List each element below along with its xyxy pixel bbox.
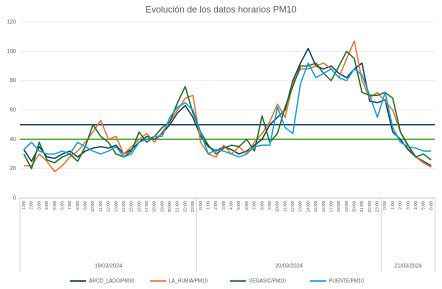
x-tick-label: 8:00 bbox=[259, 201, 264, 210]
x-tick-label: 21:00 bbox=[359, 201, 364, 213]
y-tick-label: 20 bbox=[10, 166, 16, 172]
x-tick-label: 23:00 bbox=[375, 201, 380, 213]
x-tick-label: 6:00 bbox=[59, 201, 64, 210]
x-tick-label: 18:00 bbox=[336, 201, 341, 213]
x-tick-label: 16:00 bbox=[321, 201, 326, 213]
x-tick-label: 0:00 bbox=[198, 201, 203, 210]
x-tick-label: 0:00 bbox=[382, 201, 387, 210]
x-tick-label: 22:00 bbox=[182, 201, 187, 213]
group-label: 21/03/2024 bbox=[394, 263, 422, 269]
series-line bbox=[23, 47, 432, 167]
x-tick-label: 1:00 bbox=[21, 201, 26, 210]
series-line bbox=[23, 62, 432, 158]
x-tick-label: 15:00 bbox=[129, 201, 134, 213]
x-tick-label: 9:00 bbox=[83, 201, 88, 210]
x-tick-label: 7:00 bbox=[252, 201, 257, 210]
x-tick-label: 11:00 bbox=[282, 201, 287, 212]
legend-label: VEGASIC/PM10 bbox=[249, 278, 286, 284]
x-tick-label: 23:00 bbox=[190, 201, 195, 213]
x-tick-label: 22:00 bbox=[367, 201, 372, 213]
chart-title: Evolución de los datos horarios PM10 bbox=[145, 4, 296, 14]
x-tick-label: 19:00 bbox=[344, 201, 349, 213]
series-line bbox=[23, 50, 432, 170]
x-tick-label: 2:00 bbox=[213, 201, 218, 210]
x-tick-label: 4:00 bbox=[229, 201, 234, 210]
x-tick-label: 13:00 bbox=[298, 201, 303, 213]
x-tick-label: 5:00 bbox=[236, 201, 241, 210]
y-tick-label: 0 bbox=[13, 195, 16, 201]
x-tick-label: 1:00 bbox=[205, 201, 210, 210]
x-tick-label: 18:00 bbox=[152, 201, 157, 213]
x-tick-label: 13:00 bbox=[113, 201, 118, 213]
x-tick-label: 4:00 bbox=[413, 201, 418, 210]
y-tick-label: 80 bbox=[10, 78, 16, 84]
x-tick-label: 12:00 bbox=[290, 201, 295, 213]
x-tick-label: 10:00 bbox=[90, 201, 95, 213]
y-tick-label: 100 bbox=[7, 49, 16, 55]
x-tick-label: 12:00 bbox=[106, 201, 111, 213]
y-tick-label: 40 bbox=[10, 137, 16, 143]
x-tick-label: 20:00 bbox=[167, 201, 172, 213]
x-tick-label: 16:00 bbox=[136, 201, 141, 213]
x-tick-label: 19:00 bbox=[159, 201, 164, 213]
x-tick-label: 6:00 bbox=[428, 201, 433, 210]
x-tick-label: 20:00 bbox=[351, 201, 356, 213]
x-tick-label: 6:00 bbox=[244, 201, 249, 210]
x-tick-label: 3:00 bbox=[405, 201, 410, 210]
x-tick-label: 21:00 bbox=[175, 201, 180, 213]
x-tick-label: 15:00 bbox=[313, 201, 318, 213]
x-tick-label: 1:00 bbox=[390, 201, 395, 210]
x-tick-label: 9:00 bbox=[267, 201, 272, 210]
x-tick-label: 5:00 bbox=[52, 201, 57, 210]
legend-label: ARCO_LADO/PM10 bbox=[89, 278, 135, 284]
x-tick-label: 5:00 bbox=[421, 201, 426, 210]
x-tick-label: 3:00 bbox=[221, 201, 226, 210]
legend-label: LA_RUBIA/PM10 bbox=[169, 278, 208, 284]
x-tick-label: 10:00 bbox=[275, 201, 280, 213]
legend-label: PUENTE/PM10 bbox=[329, 278, 364, 284]
group-label: 20/03/2024 bbox=[275, 263, 303, 269]
y-tick-label: 60 bbox=[10, 107, 16, 113]
x-tick-label: 11:00 bbox=[98, 201, 103, 212]
y-tick-label: 120 bbox=[7, 19, 16, 25]
x-tick-label: 2:00 bbox=[29, 201, 34, 210]
group-label: 19/03/2024 bbox=[95, 263, 123, 269]
x-tick-label: 7:00 bbox=[67, 201, 72, 210]
x-tick-label: 3:00 bbox=[36, 201, 41, 210]
x-tick-label: 14:00 bbox=[305, 201, 310, 213]
series-line bbox=[23, 40, 432, 173]
x-tick-label: 2:00 bbox=[398, 201, 403, 210]
x-tick-label: 17:00 bbox=[328, 201, 333, 213]
x-tick-label: 8:00 bbox=[75, 201, 80, 210]
x-tick-label: 14:00 bbox=[121, 201, 126, 213]
x-tick-label: 4:00 bbox=[44, 201, 49, 210]
x-tick-label: 17:00 bbox=[144, 201, 149, 213]
